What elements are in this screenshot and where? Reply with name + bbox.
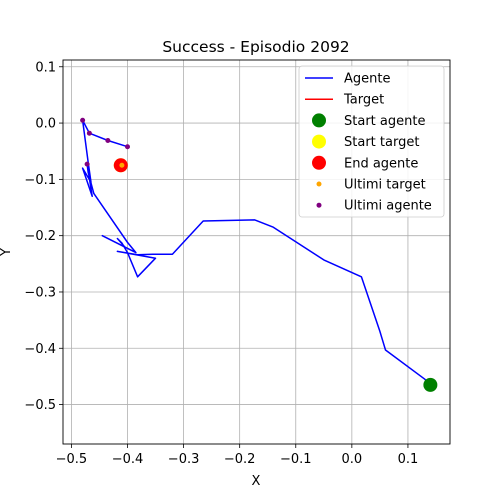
legend-swatch-start-target bbox=[312, 134, 326, 149]
legend-swatch-start-agente bbox=[312, 113, 326, 128]
x-tick-label: −0.2 bbox=[224, 452, 256, 467]
y-tick-label: −0.5 bbox=[24, 398, 56, 413]
x-tick-label: −0.3 bbox=[168, 452, 200, 467]
y-tick-label: 0.0 bbox=[35, 117, 56, 132]
legend: Agente Target Start agente Start target End … bbox=[298, 65, 445, 218]
y-tick-label: −0.4 bbox=[24, 342, 56, 357]
ultimi-agente-marker bbox=[125, 144, 130, 150]
ultimi-agente-marker bbox=[80, 117, 86, 123]
plot-series bbox=[80, 117, 438, 392]
x-tick-label: 0.0 bbox=[342, 452, 363, 467]
legend-label-ultimi-agente: Ultimi agente bbox=[344, 199, 432, 214]
legend-swatch-ultimi-target bbox=[316, 181, 322, 187]
chart-title: Success - Episodio 2092 bbox=[162, 38, 349, 56]
legend-label-end-agente: End agente bbox=[344, 156, 418, 171]
ultimi-agente-marker bbox=[86, 130, 92, 136]
legend-label-start-target: Start target bbox=[344, 135, 419, 150]
x-axis-label: X bbox=[252, 474, 261, 489]
plot-frame bbox=[62, 59, 451, 445]
y-tick-label: −0.3 bbox=[24, 285, 56, 300]
legend-label-agente: Agente bbox=[344, 72, 390, 87]
legend-label-target: Target bbox=[343, 93, 384, 108]
y-tick-label: −0.2 bbox=[24, 229, 56, 244]
axis-ticks: −0.5 −0.4 −0.3 −0.2 −0.1 0.0 0.1 0.1 0.0 −0.1 −0.2… bbox=[24, 60, 418, 467]
x-tick-label: 0.1 bbox=[398, 452, 419, 467]
agente-line bbox=[81, 119, 431, 386]
y-tick-label: −0.1 bbox=[24, 173, 56, 188]
start-agente-marker bbox=[423, 377, 438, 392]
legend-swatch-ultimi-agente bbox=[316, 202, 322, 208]
x-tick-label: −0.4 bbox=[112, 452, 144, 467]
x-tick-label: −0.1 bbox=[280, 452, 312, 467]
ultimi-target-marker bbox=[119, 162, 125, 168]
ultimi-agente-marker bbox=[84, 161, 90, 167]
legend-label-start-agente: Start agente bbox=[344, 114, 425, 129]
legend-box bbox=[298, 65, 445, 218]
y-tick-label: 0.1 bbox=[35, 60, 56, 75]
legend-label-ultimi-target: Ultimi target bbox=[344, 178, 426, 193]
y-axis-label: Y bbox=[0, 248, 14, 257]
legend-swatch-end-agente bbox=[312, 155, 326, 170]
x-tick-label: −0.5 bbox=[56, 452, 88, 467]
ultimi-agente-marker bbox=[105, 138, 111, 144]
